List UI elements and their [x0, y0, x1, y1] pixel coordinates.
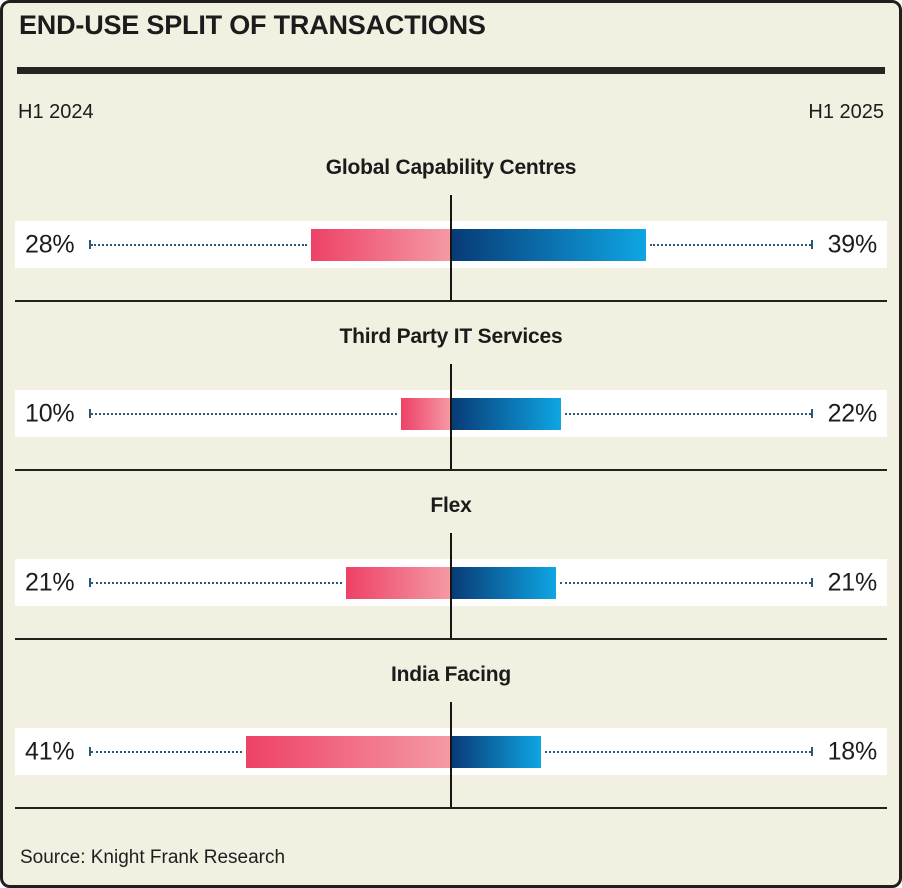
left-value-label: 41%	[25, 737, 75, 765]
left-leader-tick	[89, 240, 91, 249]
right-leader-dots	[650, 243, 811, 246]
axis-centerline	[450, 195, 452, 300]
category-title: Global Capability Centres	[325, 156, 577, 179]
left-value-label: 21%	[25, 568, 75, 596]
axis-centerline	[450, 702, 452, 807]
period-labels: H1 2024 H1 2025	[18, 101, 884, 124]
h1-2025-bar	[451, 397, 561, 430]
right-leader-dots	[565, 412, 811, 415]
right-leader-line	[545, 747, 813, 757]
h1-2024-bar	[401, 397, 451, 430]
h1-2025-bar	[451, 228, 646, 261]
header-rule	[17, 67, 885, 74]
category-title: Third Party IT Services	[339, 325, 563, 348]
left-leader-line	[89, 240, 307, 250]
chart-footer: Source: Knight Frank Research	[15, 809, 887, 884]
left-value-label: 28%	[25, 230, 75, 258]
right-value-label: 22%	[827, 399, 878, 427]
right-leader-line	[560, 578, 813, 588]
h1-2024-bar	[246, 735, 451, 768]
category-title: India Facing	[390, 663, 512, 686]
left-leader-tick	[89, 747, 91, 756]
left-leader-dots	[91, 750, 242, 753]
chart-header: END-USE SPLIT OF TRANSACTIONS H1 2024 H1…	[15, 3, 887, 133]
left-leader-line	[89, 409, 397, 419]
axis-centerline	[450, 533, 452, 638]
h1-2025-bar	[451, 735, 541, 768]
right-leader-line	[650, 240, 813, 250]
right-leader-dots	[545, 750, 811, 753]
left-leader-dots	[91, 412, 397, 415]
right-value-label: 39%	[827, 230, 878, 258]
h1-2024-bar	[311, 228, 451, 261]
h1-2025-bar	[451, 566, 556, 599]
right-value-label: 18%	[827, 737, 878, 765]
left-leader-dots	[91, 581, 342, 584]
h1-2024-bar	[346, 566, 451, 599]
category-title: Flex	[430, 494, 472, 517]
category-row: Global Capability Centres 28% 39%	[15, 133, 887, 302]
rows: Global Capability Centres 28% 39% Third …	[15, 133, 887, 809]
chart-title: END-USE SPLIT OF TRANSACTIONS	[19, 10, 486, 40]
left-value-label: 10%	[25, 399, 75, 427]
right-leader-tick	[811, 409, 813, 418]
right-leader-tick	[811, 240, 813, 249]
right-value-label: 21%	[827, 568, 878, 596]
right-period-label: H1 2025	[808, 101, 884, 123]
left-leader-tick	[89, 578, 91, 587]
left-leader-tick	[89, 409, 91, 418]
axis-centerline	[450, 364, 452, 469]
category-row: India Facing 41% 18%	[15, 640, 887, 809]
left-leader-dots	[91, 243, 307, 246]
left-leader-line	[89, 747, 242, 757]
right-leader-dots	[560, 581, 811, 584]
right-leader-tick	[811, 578, 813, 587]
right-leader-tick	[811, 747, 813, 756]
source-note: Source: Knight Frank Research	[20, 847, 286, 868]
left-period-label: H1 2024	[18, 101, 94, 123]
left-leader-line	[89, 578, 342, 588]
category-row: Flex 21% 21%	[15, 471, 887, 640]
right-leader-line	[565, 409, 813, 419]
category-row: Third Party IT Services 10% 22%	[15, 302, 887, 471]
